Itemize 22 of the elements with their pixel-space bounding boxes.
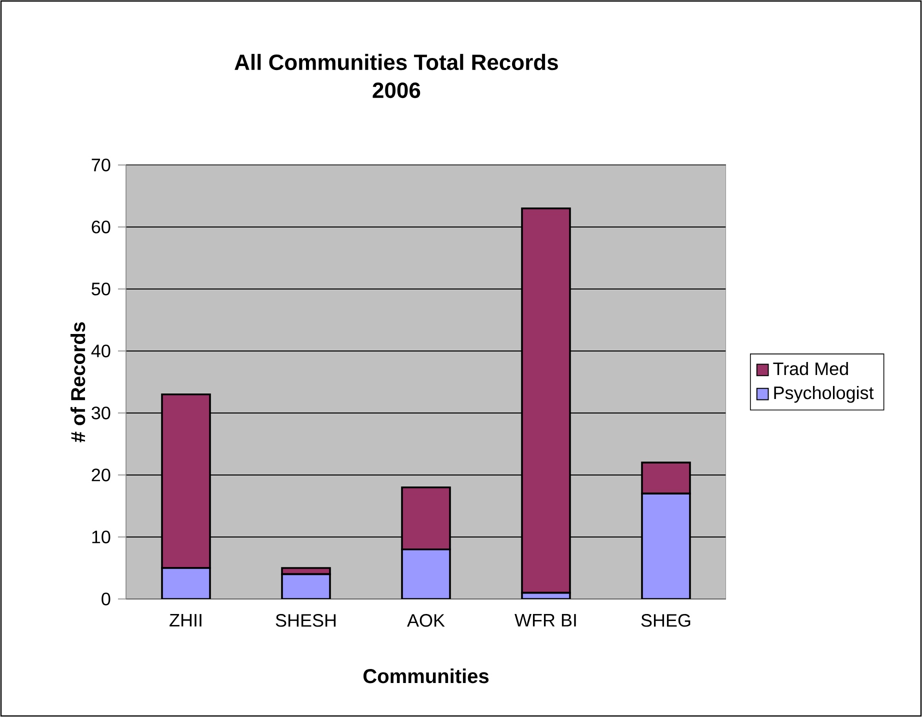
y-axis-title: # of Records [70, 322, 86, 442]
bar [401, 548, 451, 599]
legend-label: Psychologist [774, 386, 874, 403]
x-tick-label: SHESH [276, 614, 336, 627]
y-tick-label: 0 [102, 592, 110, 606]
bar [161, 567, 211, 599]
legend-label: Trad Med [773, 362, 848, 376]
y-tick-label: 70 [92, 158, 110, 172]
x-tick-label: WFR BI [514, 614, 576, 626]
y-tick-label: 50 [92, 282, 110, 296]
x-tick-label: AOK [407, 614, 445, 627]
y-tick-label: 40 [91, 344, 110, 358]
y-tick-label: 60 [92, 220, 110, 234]
x-tick-label: ZHII [170, 614, 202, 626]
x-tick-label: SHEG [641, 614, 690, 627]
x-axis-title: Communities [363, 668, 489, 684]
y-tick-label: 20 [92, 468, 110, 482]
chart-title: All Communities Total Records [234, 54, 558, 70]
y-tick-label: 10 [92, 530, 110, 544]
y-tick-label: 30 [92, 406, 110, 420]
bar [641, 492, 691, 599]
chart-subtitle: 2006 [372, 82, 420, 98]
